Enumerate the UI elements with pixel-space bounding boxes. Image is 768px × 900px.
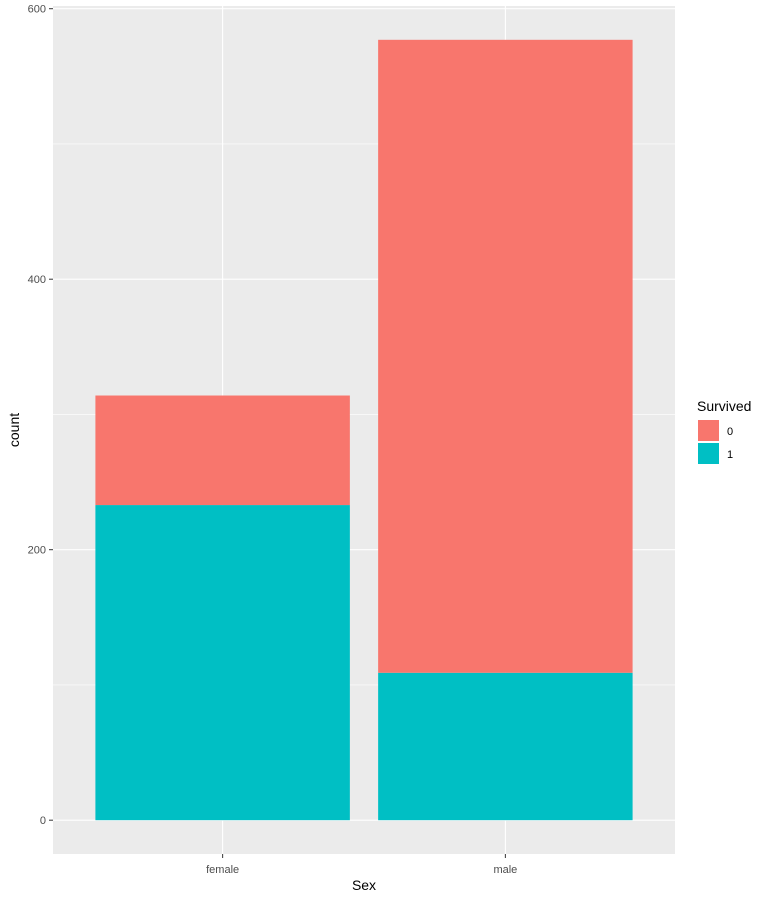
x-tick-label-male: male: [493, 864, 517, 876]
legend-key-0: [698, 420, 719, 441]
y-axis-title: count: [6, 413, 22, 447]
bar-male-survived-1: [378, 672, 633, 821]
y-tick-label: 200: [28, 545, 46, 557]
y-tick-label: 400: [28, 274, 46, 286]
legend-title: Survived: [697, 398, 751, 414]
legend-label-0: 0: [727, 426, 733, 438]
bars: [95, 39, 633, 821]
x-tick-label-female: female: [206, 864, 239, 876]
y-tick-label: 600: [28, 4, 46, 16]
legend: Survived 0 1: [697, 398, 751, 464]
x-axis: female male: [206, 854, 517, 876]
y-axis: 0 200 400 600: [28, 4, 53, 827]
y-tick-label: 0: [40, 815, 46, 827]
bar-female-survived-1: [95, 505, 350, 821]
bar-male-survived-0: [378, 39, 633, 673]
legend-label-1: 1: [727, 449, 733, 461]
bar-female-survived-0: [95, 395, 350, 506]
legend-key-1: [698, 443, 719, 464]
x-axis-title: Sex: [352, 877, 376, 893]
